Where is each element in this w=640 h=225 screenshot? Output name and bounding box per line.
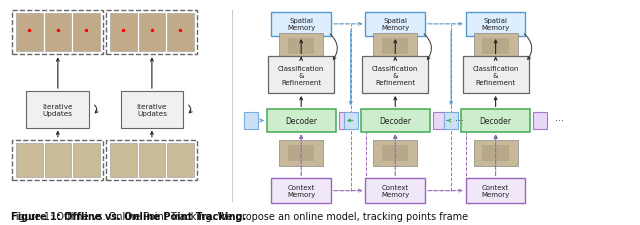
- FancyBboxPatch shape: [444, 112, 458, 130]
- Text: Context
Memory: Context Memory: [381, 184, 410, 197]
- FancyBboxPatch shape: [461, 110, 530, 132]
- FancyBboxPatch shape: [463, 57, 529, 94]
- FancyBboxPatch shape: [483, 39, 509, 55]
- FancyBboxPatch shape: [244, 112, 258, 130]
- Text: ···: ···: [555, 116, 564, 126]
- FancyBboxPatch shape: [344, 112, 358, 130]
- FancyBboxPatch shape: [73, 143, 100, 178]
- FancyBboxPatch shape: [73, 14, 100, 52]
- FancyBboxPatch shape: [474, 34, 518, 60]
- Text: Iterative
Updates: Iterative Updates: [43, 103, 73, 116]
- FancyBboxPatch shape: [167, 14, 194, 52]
- FancyBboxPatch shape: [373, 140, 417, 166]
- Text: Context
Memory: Context Memory: [287, 184, 316, 197]
- FancyBboxPatch shape: [373, 34, 417, 60]
- Text: Decoder: Decoder: [285, 117, 317, 125]
- FancyBboxPatch shape: [267, 110, 336, 132]
- FancyBboxPatch shape: [483, 145, 509, 161]
- FancyBboxPatch shape: [288, 39, 314, 55]
- Text: Spatial
Memory: Spatial Memory: [481, 18, 509, 31]
- FancyBboxPatch shape: [16, 143, 43, 178]
- FancyBboxPatch shape: [120, 92, 183, 128]
- FancyBboxPatch shape: [362, 57, 428, 94]
- FancyBboxPatch shape: [466, 179, 525, 203]
- FancyBboxPatch shape: [339, 112, 353, 130]
- Text: Classification
&
Refinement: Classification & Refinement: [472, 65, 519, 85]
- FancyBboxPatch shape: [271, 13, 331, 37]
- FancyBboxPatch shape: [45, 14, 71, 52]
- FancyBboxPatch shape: [433, 112, 447, 130]
- FancyBboxPatch shape: [110, 14, 137, 52]
- FancyBboxPatch shape: [279, 34, 323, 60]
- Text: Classification
&
Refinement: Classification & Refinement: [372, 65, 419, 85]
- FancyBboxPatch shape: [466, 13, 525, 37]
- Text: Iterative
Updates: Iterative Updates: [137, 103, 167, 116]
- FancyBboxPatch shape: [268, 57, 334, 94]
- Text: Figure 1: Offline vs. Online Point Tracking. We propose an online model, trackin: Figure 1: Offline vs. Online Point Track…: [12, 211, 468, 221]
- Text: Decoder: Decoder: [380, 117, 412, 125]
- FancyBboxPatch shape: [365, 179, 425, 203]
- Text: Spatial
Memory: Spatial Memory: [381, 18, 410, 31]
- FancyBboxPatch shape: [139, 14, 165, 52]
- FancyBboxPatch shape: [45, 143, 71, 178]
- FancyBboxPatch shape: [139, 143, 165, 178]
- FancyBboxPatch shape: [271, 179, 331, 203]
- FancyBboxPatch shape: [110, 143, 137, 178]
- Text: Figure 1: Offline vs. Online Point Tracking.: Figure 1: Offline vs. Online Point Track…: [12, 211, 246, 221]
- FancyBboxPatch shape: [361, 110, 430, 132]
- Text: Classification
&
Refinement: Classification & Refinement: [278, 65, 324, 85]
- FancyBboxPatch shape: [382, 39, 408, 55]
- FancyBboxPatch shape: [474, 140, 518, 166]
- Text: Context
Memory: Context Memory: [481, 184, 509, 197]
- FancyBboxPatch shape: [365, 13, 425, 37]
- FancyBboxPatch shape: [533, 112, 547, 130]
- Text: Spatial
Memory: Spatial Memory: [287, 18, 316, 31]
- FancyBboxPatch shape: [279, 140, 323, 166]
- Text: Decoder: Decoder: [479, 117, 511, 125]
- FancyBboxPatch shape: [16, 14, 43, 52]
- FancyBboxPatch shape: [26, 92, 89, 128]
- Text: ···: ···: [455, 116, 464, 126]
- FancyBboxPatch shape: [382, 145, 408, 161]
- FancyBboxPatch shape: [288, 145, 314, 161]
- FancyBboxPatch shape: [167, 143, 194, 178]
